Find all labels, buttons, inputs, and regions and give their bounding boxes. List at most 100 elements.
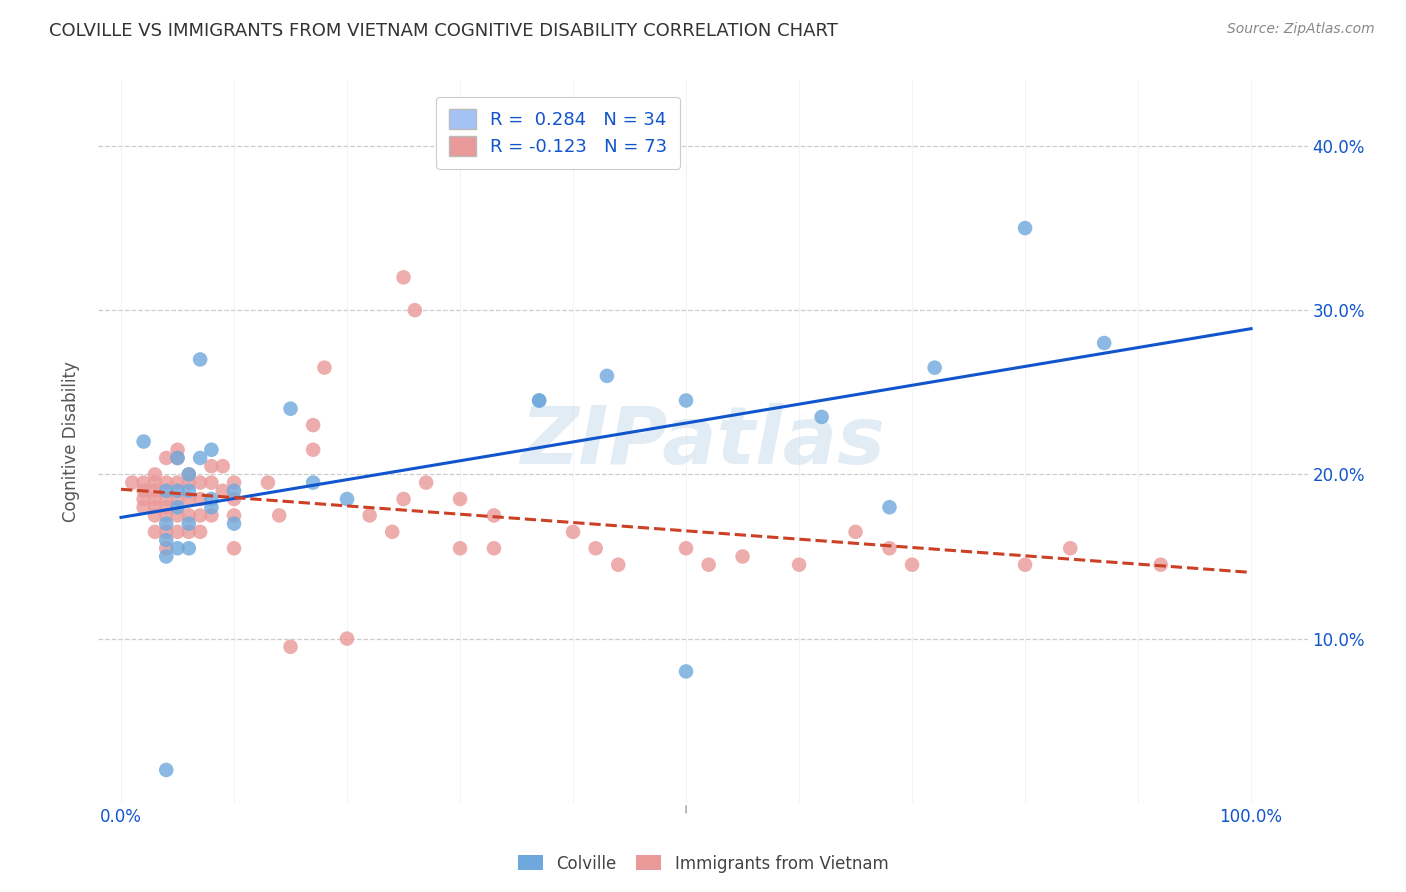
- Point: [166, 483, 188, 498]
- Point: [155, 475, 177, 490]
- Point: [449, 541, 471, 556]
- Point: [222, 541, 245, 556]
- Point: [527, 393, 550, 408]
- Point: [177, 475, 200, 490]
- Point: [188, 491, 211, 506]
- Point: [177, 467, 200, 482]
- Legend: R =  0.284   N = 34, R = -0.123   N = 73: R = 0.284 N = 34, R = -0.123 N = 73: [436, 96, 681, 169]
- Point: [787, 558, 810, 572]
- Point: [404, 303, 426, 318]
- Point: [302, 418, 325, 433]
- Point: [449, 491, 471, 506]
- Point: [143, 491, 166, 506]
- Point: [675, 541, 697, 556]
- Point: [155, 508, 177, 523]
- Point: [132, 434, 155, 449]
- Legend: Colville, Immigrants from Vietnam: Colville, Immigrants from Vietnam: [510, 848, 896, 880]
- Point: [166, 500, 188, 515]
- Point: [482, 541, 505, 556]
- Point: [188, 450, 211, 465]
- Point: [562, 524, 585, 539]
- Point: [302, 475, 325, 490]
- Point: [222, 475, 245, 490]
- Point: [188, 352, 211, 367]
- Point: [166, 508, 188, 523]
- Point: [188, 524, 211, 539]
- Point: [810, 409, 832, 424]
- Point: [200, 491, 222, 506]
- Point: [166, 475, 188, 490]
- Point: [155, 450, 177, 465]
- Point: [132, 491, 155, 506]
- Point: [177, 524, 200, 539]
- Point: [121, 475, 143, 490]
- Point: [166, 442, 188, 457]
- Point: [1150, 558, 1173, 572]
- Point: [482, 508, 505, 523]
- Point: [177, 467, 200, 482]
- Point: [415, 475, 437, 490]
- Point: [143, 475, 166, 490]
- Point: [200, 459, 222, 474]
- Point: [143, 508, 166, 523]
- Point: [155, 500, 177, 515]
- Point: [211, 483, 233, 498]
- Point: [1092, 336, 1115, 351]
- Point: [200, 500, 222, 515]
- Point: [166, 524, 188, 539]
- Point: [336, 491, 359, 506]
- Point: [269, 508, 291, 523]
- Point: [1014, 221, 1036, 235]
- Point: [155, 524, 177, 539]
- Point: [166, 450, 188, 465]
- Point: [527, 393, 550, 408]
- Point: [222, 508, 245, 523]
- Point: [1014, 558, 1036, 572]
- Point: [143, 524, 166, 539]
- Point: [359, 508, 381, 523]
- Point: [143, 467, 166, 482]
- Point: [143, 500, 166, 515]
- Point: [675, 665, 697, 679]
- Point: [1059, 541, 1081, 556]
- Point: [607, 558, 630, 572]
- Point: [585, 541, 607, 556]
- Point: [155, 516, 177, 531]
- Point: [392, 270, 415, 285]
- Point: [177, 491, 200, 506]
- Point: [188, 508, 211, 523]
- Point: [177, 483, 200, 498]
- Point: [222, 483, 245, 498]
- Point: [177, 508, 200, 523]
- Point: [381, 524, 404, 539]
- Text: COLVILLE VS IMMIGRANTS FROM VIETNAM COGNITIVE DISABILITY CORRELATION CHART: COLVILLE VS IMMIGRANTS FROM VIETNAM COGN…: [49, 22, 838, 40]
- Point: [166, 491, 188, 506]
- Point: [222, 491, 245, 506]
- Text: ZIPatlas: ZIPatlas: [520, 402, 886, 481]
- Point: [901, 558, 924, 572]
- Point: [211, 459, 233, 474]
- Y-axis label: Cognitive Disability: Cognitive Disability: [62, 361, 80, 522]
- Point: [280, 401, 302, 416]
- Point: [924, 360, 946, 375]
- Point: [731, 549, 754, 564]
- Point: [155, 533, 177, 547]
- Point: [200, 475, 222, 490]
- Point: [314, 360, 336, 375]
- Point: [222, 516, 245, 531]
- Point: [336, 632, 359, 646]
- Point: [166, 450, 188, 465]
- Point: [200, 442, 222, 457]
- Point: [155, 763, 177, 777]
- Point: [143, 483, 166, 498]
- Point: [280, 640, 302, 654]
- Point: [155, 541, 177, 556]
- Point: [155, 549, 177, 564]
- Point: [845, 524, 868, 539]
- Point: [155, 483, 177, 498]
- Point: [257, 475, 280, 490]
- Point: [675, 393, 697, 408]
- Point: [697, 558, 720, 572]
- Point: [166, 541, 188, 556]
- Point: [596, 368, 619, 383]
